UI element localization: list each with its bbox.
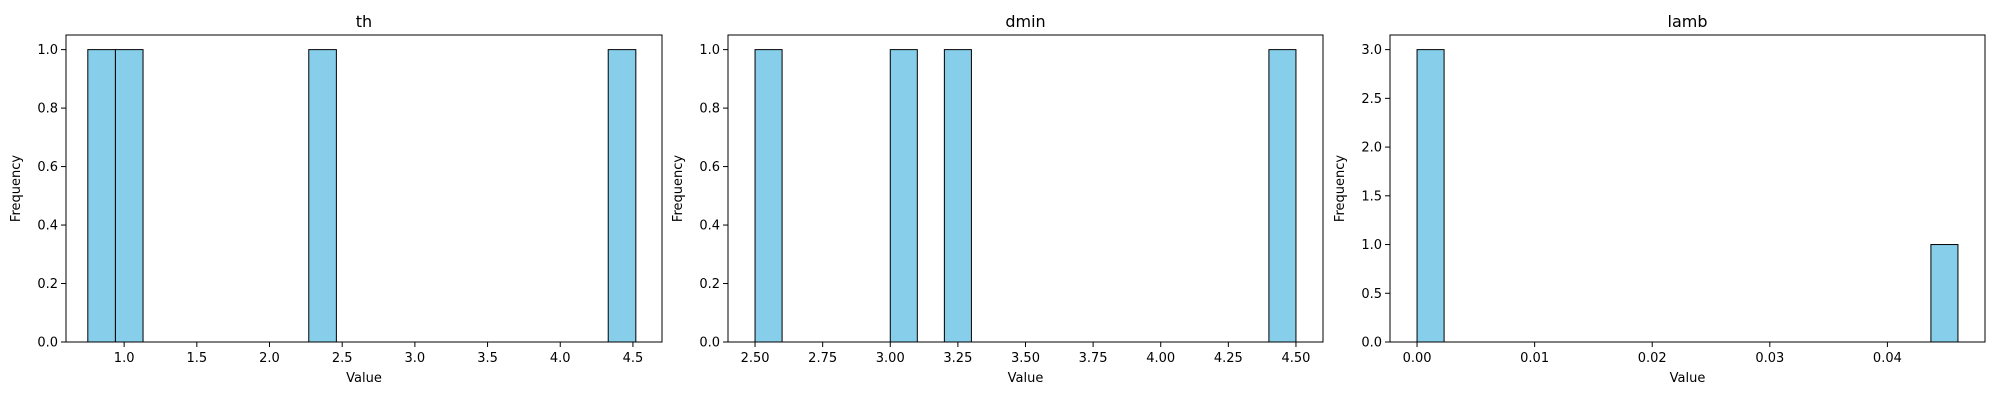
y-tick-label: 0.4 <box>37 219 58 234</box>
y-tick-label: 0.4 <box>699 219 720 234</box>
histogram-bar <box>87 49 116 343</box>
x-tick-label: 0.03 <box>1755 351 1784 366</box>
x-tick-label: 2.5 <box>332 351 353 366</box>
x-tick-label: 3.75 <box>1079 351 1108 366</box>
chart-title: th <box>356 12 372 31</box>
x-tick-label: 3.25 <box>943 351 972 366</box>
x-tick-label: 0.01 <box>1520 351 1549 366</box>
y-tick-label: 0.6 <box>37 160 58 175</box>
histogram-bar <box>943 49 972 343</box>
x-axis-label: Value <box>1008 371 1044 386</box>
y-axis-label: Frequency <box>1333 155 1348 222</box>
y-tick-label: 2.5 <box>1361 92 1382 107</box>
y-tick-label: 3.0 <box>1361 43 1382 58</box>
x-tick-label: 2.50 <box>741 351 770 366</box>
x-axis-label: Value <box>346 371 382 386</box>
y-tick-label: 0.0 <box>1361 336 1382 351</box>
x-tick-label: 2.0 <box>259 351 280 366</box>
histogram-bar <box>1930 244 1959 343</box>
y-tick-label: 1.0 <box>699 43 720 58</box>
histogram-bar <box>889 49 918 343</box>
x-tick-label: 1.0 <box>114 351 135 366</box>
plot-frame <box>1389 34 1986 343</box>
x-tick-label: 4.5 <box>623 351 644 366</box>
y-tick-label: 0.6 <box>699 160 720 175</box>
x-tick-label: 4.25 <box>1214 351 1243 366</box>
histogram-panel-lamb: 0.00 0.01 0.02 0.03 0.04 0.0 0.5 1.0 1.5 2.0 2.5 3.… <box>1333 12 1986 386</box>
x-tick-label: 4.50 <box>1281 351 1310 366</box>
chart-title: dmin <box>1005 12 1045 31</box>
x-tick-label: 4.00 <box>1146 351 1175 366</box>
x-tick-label: 3.0 <box>405 351 426 366</box>
y-axis-label: Frequency <box>9 155 24 222</box>
x-tick-label: 4.0 <box>550 351 571 366</box>
y-tick-label: 2.0 <box>1361 141 1382 156</box>
y-tick-label: 1.0 <box>1361 238 1382 253</box>
x-tick-label: 0.00 <box>1403 351 1432 366</box>
histogram-bar <box>1416 49 1445 343</box>
y-tick-label: 0.2 <box>699 277 720 292</box>
x-tick-label: 1.5 <box>186 351 207 366</box>
histogram-bar <box>308 49 337 343</box>
plot-frame <box>727 34 1324 343</box>
histogram-panel-dmin: 2.50 2.75 3.00 3.25 3.50 3.75 4.00 4.25 4.50 0.0 0… <box>671 12 1324 386</box>
histogram-bar <box>1268 49 1297 343</box>
histogram-panel-th: 1.0 1.5 2.0 2.5 3.0 3.5 4.0 4.5 0.0 0.2 0.4 0.6 0.8 1… <box>9 12 663 386</box>
y-axis-label: Frequency <box>671 155 686 222</box>
x-axis-label: Value <box>1670 371 1706 386</box>
y-tick-label: 0.8 <box>37 102 58 117</box>
x-tick-label: 3.00 <box>876 351 905 366</box>
x-tick-label: 0.04 <box>1873 351 1902 366</box>
histogram-bar <box>754 49 783 343</box>
x-tick-label: 0.02 <box>1638 351 1667 366</box>
y-tick-label: 0.5 <box>1361 287 1382 302</box>
x-tick-label: 2.75 <box>808 351 837 366</box>
y-tick-label: 0.0 <box>699 336 720 351</box>
chart-title: lamb <box>1668 12 1708 31</box>
y-tick-label: 0.8 <box>699 102 720 117</box>
x-tick-label: 3.50 <box>1011 351 1040 366</box>
histogram-bar <box>114 49 144 343</box>
y-tick-label: 0.0 <box>37 336 58 351</box>
histogram-bar <box>607 49 637 343</box>
x-tick-label: 3.5 <box>477 351 498 366</box>
y-tick-label: 0.2 <box>37 277 58 292</box>
y-tick-label: 1.5 <box>1361 189 1382 204</box>
plot-frame <box>65 34 663 343</box>
y-tick-label: 1.0 <box>37 43 58 58</box>
